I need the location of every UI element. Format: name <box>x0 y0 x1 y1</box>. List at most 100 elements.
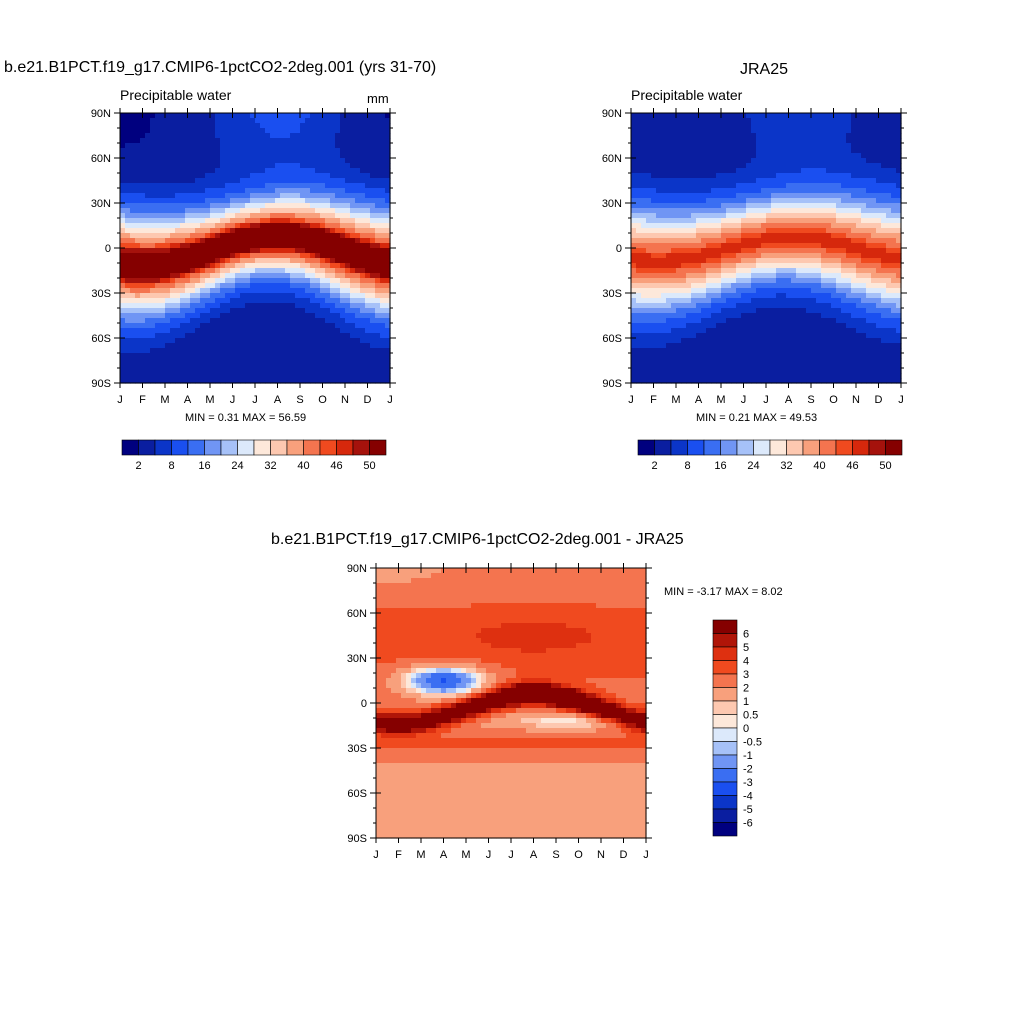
panel2-cell <box>836 133 842 139</box>
panel1-cell <box>285 303 291 309</box>
panel2-cell <box>891 208 897 214</box>
panel2-cell <box>696 198 702 204</box>
panel1-cell <box>130 213 136 219</box>
panel1-cell <box>385 333 391 339</box>
panel2-cell <box>861 258 867 264</box>
panel2-cell <box>631 243 637 249</box>
panel1-cell <box>205 153 211 159</box>
panel1-cell <box>310 263 316 269</box>
panel2-cell <box>686 228 692 234</box>
panel1-cell <box>180 313 186 319</box>
panel1-cell <box>135 118 141 124</box>
panel1-cell <box>195 183 201 189</box>
panel2-cell <box>746 153 752 159</box>
panel1-cell <box>270 218 276 224</box>
panel2-cell <box>776 268 782 274</box>
panel1-cell <box>290 223 296 229</box>
panel2-cell <box>771 258 777 264</box>
panel1-cell <box>335 168 341 174</box>
panel1-cell <box>265 243 271 249</box>
panel1-cell <box>325 318 331 324</box>
panel1-cell <box>145 118 151 124</box>
panel1-cell <box>240 168 246 174</box>
panel1-cell <box>190 173 196 179</box>
panel1-cell <box>340 228 346 234</box>
panel1-cell <box>160 188 166 194</box>
panel2-cell <box>651 163 657 169</box>
panel2-cell <box>876 173 882 179</box>
panel1-cell <box>180 268 186 274</box>
panel2-cell <box>846 123 852 129</box>
panel1-cell <box>135 298 141 304</box>
panel1-cell <box>155 333 161 339</box>
panel1-cell <box>220 248 226 254</box>
panel1-cell <box>200 323 206 329</box>
panel1-cell <box>175 203 181 209</box>
panel1-cell <box>125 323 131 329</box>
panel1-cell <box>145 188 151 194</box>
panel1-cell <box>205 128 211 134</box>
panel1-cell <box>305 213 311 219</box>
panel2-cell <box>631 113 637 119</box>
panel1-cell <box>155 368 161 374</box>
panel1-cell <box>120 238 126 244</box>
panel1-cell <box>380 213 386 219</box>
panel1-cell <box>120 173 126 179</box>
panel2-cell <box>741 133 747 139</box>
panel2-cell <box>676 273 682 279</box>
panel2-cell <box>641 278 647 284</box>
panel1-cell <box>335 258 341 264</box>
panel1-cell <box>150 238 156 244</box>
panel1-cell <box>355 333 361 339</box>
panel2-cell <box>641 173 647 179</box>
panel2-cell <box>821 263 827 269</box>
panel2-cell <box>636 278 642 284</box>
panel1-cell <box>305 208 311 214</box>
panel2-cell <box>861 203 867 209</box>
panel2-cell <box>826 243 832 249</box>
panel2-cell <box>881 208 887 214</box>
panel1-cell <box>295 158 301 164</box>
panel1-cell <box>375 248 381 254</box>
panel2-cell <box>666 178 672 184</box>
panel1-cell <box>345 208 351 214</box>
panel1-cell <box>215 263 221 269</box>
panel2-cell <box>756 173 762 179</box>
panel1-cell <box>200 293 206 299</box>
panel1-cell <box>345 273 351 279</box>
panel1-cell <box>215 173 221 179</box>
panel2-cell <box>681 158 687 164</box>
panel2-cell <box>761 273 767 279</box>
panel1-cell <box>300 113 306 119</box>
panel2-cell <box>841 198 847 204</box>
panel1-cell <box>355 378 361 384</box>
panel1-cell <box>350 283 356 289</box>
panel2-cell <box>636 118 642 124</box>
panel1-cell <box>335 338 341 344</box>
panel1-cell <box>240 218 246 224</box>
panel2-cell <box>711 263 717 269</box>
panel1-cell <box>225 338 231 344</box>
panel1-cell <box>300 283 306 289</box>
panel1-cell <box>120 143 126 149</box>
panel2-cell <box>761 168 767 174</box>
panel2-cell <box>706 233 712 239</box>
panel2-cell <box>821 218 827 224</box>
panel2-cell <box>646 153 652 159</box>
panel1-cell <box>325 228 331 234</box>
panel2-cell <box>696 218 702 224</box>
panel1-cell <box>345 233 351 239</box>
panel2-cell <box>716 253 722 259</box>
panel1-cell <box>200 338 206 344</box>
panel2-cell <box>646 188 652 194</box>
panel1-cell <box>225 148 231 154</box>
panel1-cell <box>210 368 216 374</box>
panel1-cell <box>360 298 366 304</box>
panel1-cell <box>140 358 146 364</box>
panel2-cell <box>731 138 737 144</box>
panel1-cell <box>200 243 206 249</box>
panel1-cell <box>275 153 281 159</box>
panel2-cell <box>841 243 847 249</box>
panel2-cell <box>636 258 642 264</box>
panel1-cell <box>240 133 246 139</box>
